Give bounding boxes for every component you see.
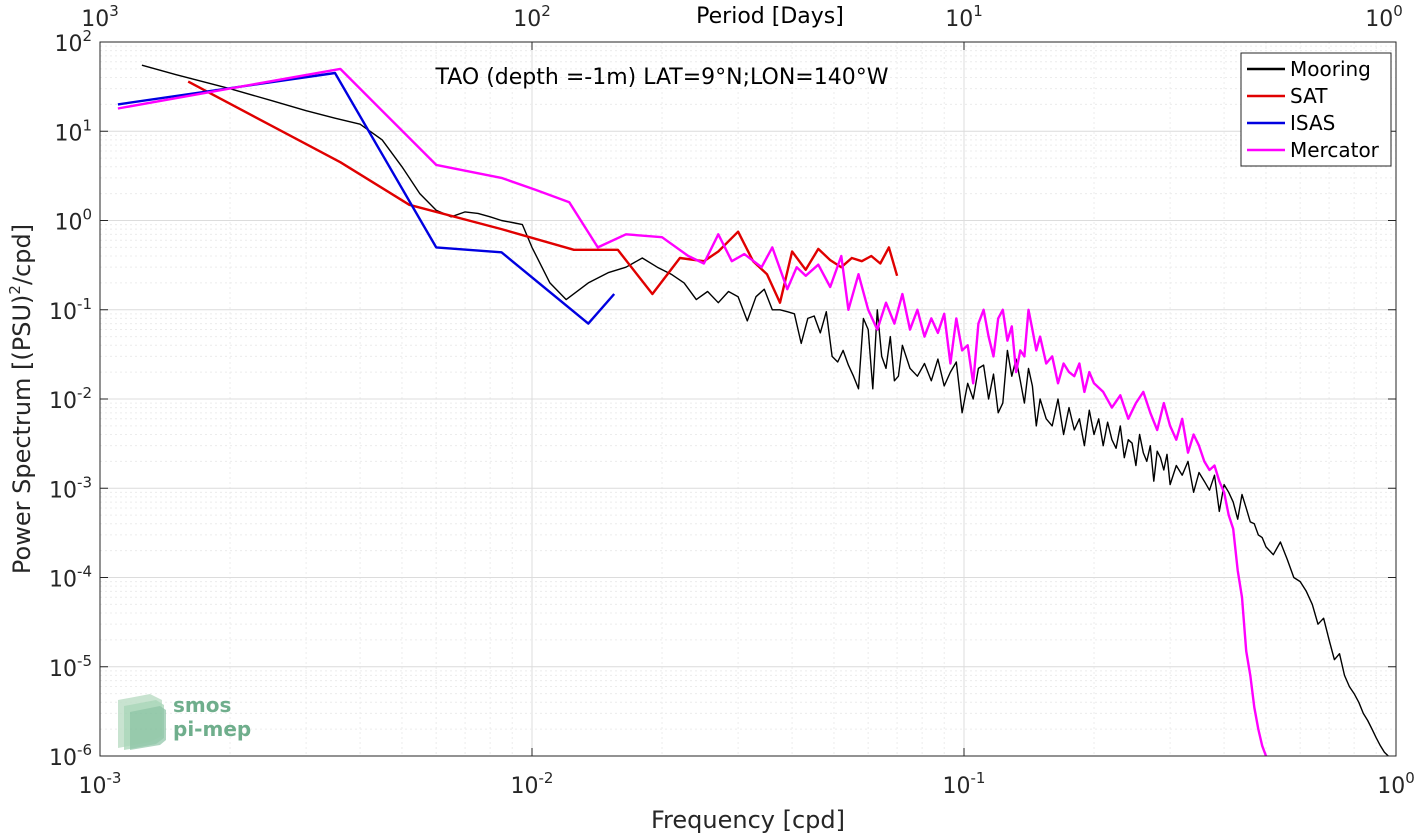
x-tick-label: 10-2 — [511, 769, 554, 799]
top-tick-label: 101 — [945, 2, 983, 32]
y-axis-title: Power Spectrum [(PSU)2/cpd] — [6, 224, 36, 574]
top-tick-label: 103 — [81, 2, 119, 32]
series-lines — [117, 64, 1389, 757]
smos-pi-mep-logo: smos pi-mep — [118, 693, 251, 750]
series-line-mercator — [117, 67, 1268, 757]
y-tick-label: 101 — [54, 116, 92, 146]
legend-label-sat: SAT — [1290, 84, 1328, 108]
legend-label-mercator: Mercator — [1290, 138, 1380, 162]
plot-title: TAO (depth =-1m) LAT=9°N;LON=140°W — [435, 65, 889, 90]
x-tick-label: 10-1 — [943, 769, 986, 799]
logo-layer-front — [130, 706, 166, 750]
y-axis-title-sup: 2 — [6, 285, 24, 295]
y-tick-label: 10-6 — [49, 741, 92, 771]
tick-labels: 10-3 10-2 10-1 100 10-6 10-5 10-4 10-3 10-2 10-1 1… — [49, 2, 1415, 799]
series-line-mooring — [141, 64, 1389, 757]
x-tick-label: 10-3 — [79, 769, 122, 799]
y-tick-label: 10-1 — [49, 295, 92, 325]
top-tick-label: 102 — [513, 2, 551, 32]
y-axis-title-main: Power Spectrum [(PSU) — [8, 295, 36, 574]
y-tick-label: 102 — [54, 27, 92, 57]
legend-label-mooring: Mooring — [1290, 57, 1371, 81]
series-line-isas — [117, 71, 616, 325]
y-tick-label: 10-3 — [49, 473, 92, 503]
logo-mark — [118, 694, 166, 750]
y-axis-title-tail: /cpd] — [8, 224, 36, 285]
x-tick-label: 100 — [1377, 769, 1415, 799]
x-axis-title: Frequency [cpd] — [651, 806, 845, 834]
y-tick-label: 10-5 — [49, 652, 92, 682]
series-line-sat — [187, 80, 899, 304]
top-axis-title: Period [Days] — [696, 4, 844, 29]
logo-line-pi-mep: pi-mep — [173, 717, 251, 741]
y-tick-label: 10-4 — [49, 563, 92, 593]
top-tick-label: 100 — [1365, 2, 1403, 32]
legend-label-isas: ISAS — [1290, 111, 1335, 135]
axis-ticks — [99, 41, 1397, 757]
y-tick-label: 100 — [54, 206, 92, 236]
y-tick-label: 10-2 — [49, 384, 92, 414]
logo-line-smos: smos — [173, 693, 231, 717]
legend-box — [1240, 52, 1392, 167]
legend: Mooring SAT ISAS Mercator — [1240, 52, 1392, 167]
